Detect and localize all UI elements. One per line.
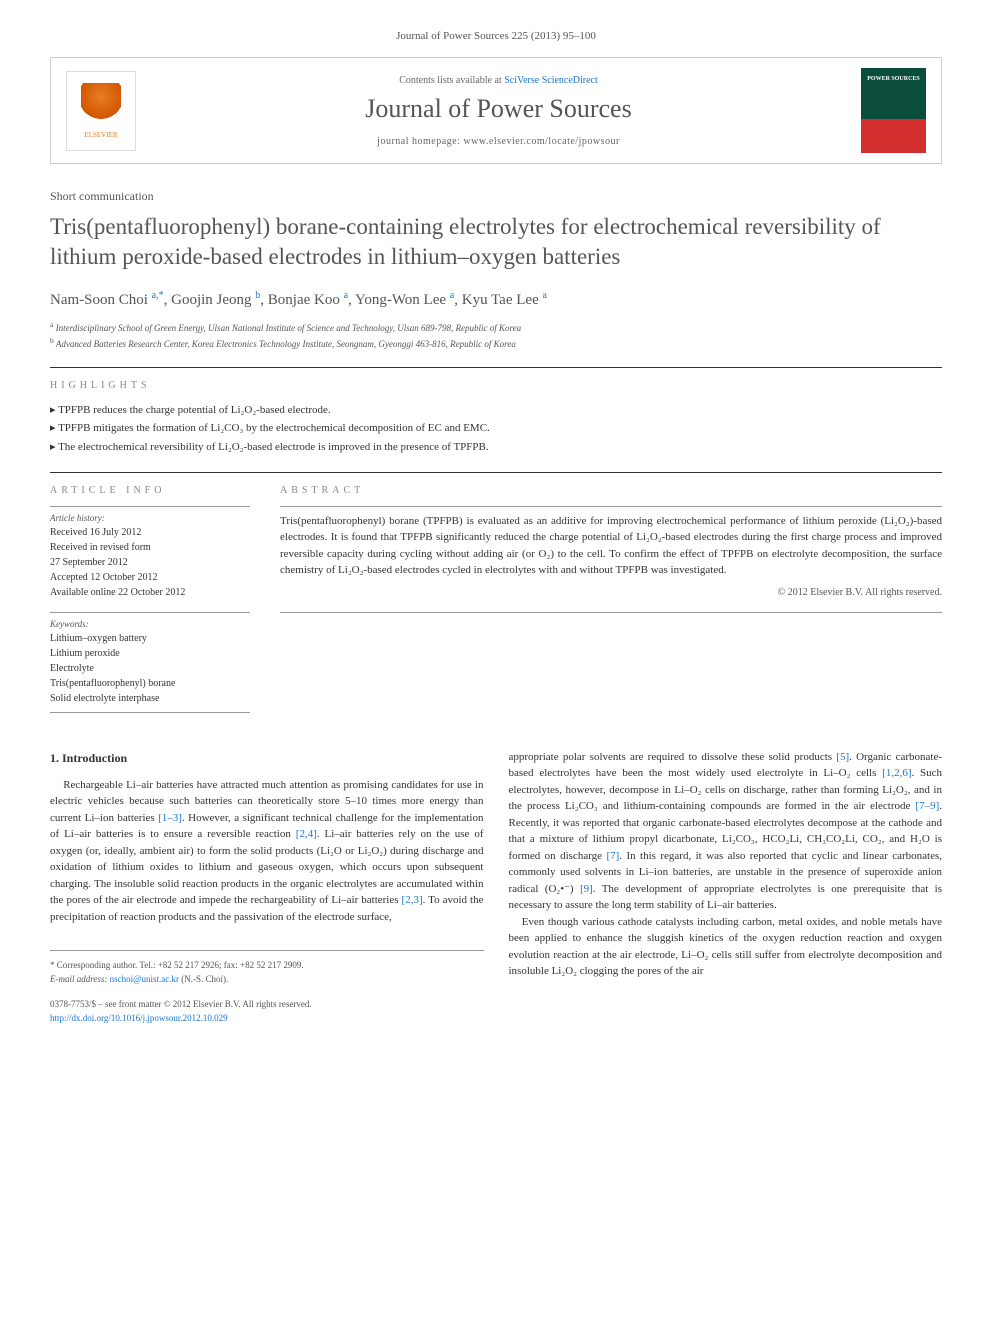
abstract-label: ABSTRACT (280, 485, 942, 496)
highlight-item: ▸ The electrochemical reversibility of L… (50, 438, 942, 457)
keyword-item: Tris(pentafluorophenyl) borane (50, 676, 250, 691)
history-line: Received in revised form (50, 540, 250, 555)
header-banner: ELSEVIER Contents lists available at Sci… (50, 57, 942, 164)
front-matter-line: 0378-7753/$ – see front matter © 2012 El… (50, 998, 484, 1012)
homepage-prefix: journal homepage: (377, 136, 463, 147)
citation-link[interactable]: [7] (606, 850, 619, 862)
email-label: E-mail address: (50, 974, 110, 984)
journal-name: Journal of Power Sources (136, 94, 861, 124)
doi-link-line: http://dx.doi.org/10.1016/j.jpowsour.201… (50, 1012, 484, 1026)
citation-link[interactable]: [2,3] (402, 894, 423, 906)
elsevier-tree-icon (81, 83, 121, 128)
doi-link[interactable]: http://dx.doi.org/10.1016/j.jpowsour.201… (50, 1013, 228, 1023)
divider (50, 367, 942, 368)
publisher-name: ELSEVIER (84, 131, 117, 139)
history-line: Received 16 July 2012 (50, 525, 250, 540)
citation-link[interactable]: [2,4] (296, 828, 317, 840)
history-label: Article history: (50, 513, 250, 523)
citation-link[interactable]: [7–9] (915, 800, 939, 812)
journal-homepage: journal homepage: www.elsevier.com/locat… (136, 136, 861, 147)
homepage-url[interactable]: www.elsevier.com/locate/jpowsour (463, 136, 619, 147)
article-info-label: ARTICLE INFO (50, 485, 250, 496)
history-line: Available online 22 October 2012 (50, 585, 250, 600)
corresponding-author-footer: * Corresponding author. Tel.: +82 52 217… (50, 950, 484, 1025)
body-column-right: appropriate polar solvents are required … (509, 749, 943, 1026)
divider (50, 612, 250, 613)
abstract-column: ABSTRACT Tris(pentafluorophenyl) borane … (280, 485, 942, 719)
history-line: 27 September 2012 (50, 555, 250, 570)
corresponding-tel: * Corresponding author. Tel.: +82 52 217… (50, 959, 484, 973)
keyword-item: Electrolyte (50, 661, 250, 676)
sciencedirect-link[interactable]: SciVerse ScienceDirect (504, 75, 598, 86)
article-title: Tris(pentafluorophenyl) borane-containin… (50, 212, 942, 272)
citation-link[interactable]: [9] (580, 883, 593, 895)
citation-link[interactable]: [1,2,6] (882, 767, 911, 779)
history-line: Accepted 12 October 2012 (50, 570, 250, 585)
keyword-item: Lithium–oxygen battery (50, 631, 250, 646)
keyword-item: Solid electrolyte interphase (50, 691, 250, 706)
keyword-item: Lithium peroxide (50, 646, 250, 661)
corresponding-email-link[interactable]: nschoi@unist.ac.kr (110, 974, 179, 984)
highlight-item: ▸ TPFPB reduces the charge potential of … (50, 401, 942, 420)
divider (50, 712, 250, 713)
highlights-label: HIGHLIGHTS (50, 380, 942, 391)
body-two-column: 1. Introduction Rechargeable Li–air batt… (50, 749, 942, 1026)
divider (50, 472, 942, 473)
contents-prefix: Contents lists available at (399, 75, 504, 86)
body-column-left: 1. Introduction Rechargeable Li–air batt… (50, 749, 484, 1026)
highlights-list: ▸ TPFPB reduces the charge potential of … (50, 401, 942, 457)
intro-heading: 1. Introduction (50, 749, 484, 767)
journal-reference: Journal of Power Sources 225 (2013) 95–1… (50, 30, 942, 42)
authors-list: Nam-Soon Choi a,*, Goojin Jeong b, Bonja… (50, 290, 942, 309)
abstract-text: Tris(pentafluorophenyl) borane (TPFPB) i… (280, 513, 942, 579)
citation-link[interactable]: [1–3] (158, 812, 182, 824)
header-center: Contents lists available at SciVerse Sci… (136, 75, 861, 147)
article-type: Short communication (50, 189, 942, 204)
intro-paragraph-2: appropriate polar solvents are required … (509, 749, 943, 914)
article-info-column: ARTICLE INFO Article history: Received 1… (50, 485, 250, 719)
divider (280, 612, 942, 613)
keywords-label: Keywords: (50, 619, 250, 629)
contents-available: Contents lists available at SciVerse Sci… (136, 75, 861, 86)
email-suffix: (N.-S. Choi). (179, 974, 228, 984)
highlight-item: ▸ TPFPB mitigates the formation of Li₂CO… (50, 419, 942, 438)
intro-paragraph-3: Even though various cathode catalysts in… (509, 914, 943, 980)
copyright-line: © 2012 Elsevier B.V. All rights reserved… (280, 587, 942, 598)
divider (280, 506, 942, 507)
affiliations: a Interdisciplinary School of Green Ener… (50, 319, 942, 352)
divider (50, 506, 250, 507)
elsevier-logo[interactable]: ELSEVIER (66, 71, 136, 151)
journal-cover-thumbnail[interactable] (861, 68, 926, 153)
info-abstract-row: ARTICLE INFO Article history: Received 1… (50, 485, 942, 719)
intro-paragraph-1: Rechargeable Li–air batteries have attra… (50, 777, 484, 926)
citation-link[interactable]: [5] (836, 751, 849, 763)
corresponding-email-line: E-mail address: nschoi@unist.ac.kr (N.-S… (50, 973, 484, 987)
